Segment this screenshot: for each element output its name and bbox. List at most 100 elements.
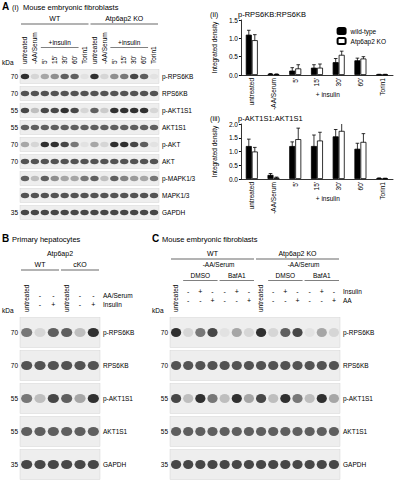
svg-text:70: 70 — [11, 158, 19, 165]
svg-text:WT: WT — [207, 250, 219, 257]
svg-text:55: 55 — [11, 107, 19, 114]
svg-text:35: 35 — [161, 461, 169, 468]
svg-text:untreated: untreated — [63, 284, 70, 312]
svg-text:BafA1: BafA1 — [228, 272, 246, 279]
svg-text:1.0: 1.0 — [229, 148, 238, 155]
svg-text:+ insulin: + insulin — [316, 91, 340, 98]
svg-text:-: - — [333, 288, 336, 295]
svg-text:0.0: 0.0 — [229, 176, 238, 183]
svg-text:RPS6KB: RPS6KB — [103, 362, 129, 369]
svg-text:-: - — [52, 292, 55, 299]
svg-text:70: 70 — [11, 329, 19, 336]
svg-text:+: + — [51, 301, 55, 308]
svg-text:untreated: untreated — [248, 78, 255, 106]
svg-text:5': 5' — [292, 78, 299, 83]
svg-text:p-RPS6KB: p-RPS6KB — [343, 329, 374, 337]
svg-text:(ii): (ii) — [210, 10, 219, 19]
svg-text:-: - — [236, 297, 239, 304]
svg-text:-: - — [248, 288, 251, 295]
svg-text:30': 30' — [61, 56, 68, 64]
svg-text:AKT: AKT — [162, 158, 175, 165]
svg-text:55: 55 — [11, 124, 19, 131]
svg-text:-: - — [308, 288, 311, 295]
svg-text:p-AKT1S1: p-AKT1S1 — [162, 107, 192, 115]
svg-text:wild-type: wild-type — [350, 28, 377, 36]
svg-text:WT: WT — [35, 261, 47, 268]
svg-text:15': 15' — [313, 78, 320, 86]
svg-text:+: + — [210, 297, 214, 304]
svg-text:(iii): (iii) — [210, 114, 220, 123]
svg-text:30': 30' — [130, 56, 137, 64]
svg-text:cKO: cKO — [73, 261, 87, 268]
svg-text:Atp6ap2: Atp6ap2 — [47, 250, 73, 258]
svg-text:Torin1: Torin1 — [150, 46, 157, 64]
svg-text:70: 70 — [11, 141, 19, 148]
svg-text:70: 70 — [11, 73, 19, 80]
svg-text:Integrated density: Integrated density — [211, 21, 219, 73]
svg-text:-: - — [199, 297, 202, 304]
svg-text:(i): (i) — [12, 3, 19, 12]
svg-text:-: - — [308, 297, 311, 304]
svg-text:-: - — [79, 292, 82, 299]
svg-text:60': 60' — [71, 56, 78, 64]
svg-text:WT: WT — [49, 15, 61, 22]
svg-text:untreated: untreated — [172, 284, 179, 312]
svg-text:kDa: kDa — [152, 307, 164, 314]
svg-text:Integrated density: Integrated density — [211, 125, 219, 177]
svg-text:15': 15' — [120, 56, 127, 64]
svg-text:untreated: untreated — [23, 284, 30, 312]
svg-text:-: - — [39, 292, 42, 299]
svg-text:-: - — [187, 288, 190, 295]
svg-text:GAPDH: GAPDH — [103, 461, 126, 468]
svg-text:p-MAPK1/3: p-MAPK1/3 — [162, 175, 196, 183]
svg-text:70: 70 — [161, 329, 169, 336]
svg-text:Torin1: Torin1 — [379, 182, 386, 200]
svg-text:p-AKT: p-AKT — [162, 141, 180, 149]
svg-text:55: 55 — [11, 395, 19, 402]
svg-text:5': 5' — [292, 182, 299, 187]
svg-text:+ insulin: + insulin — [316, 195, 340, 202]
svg-text:Atp6ap2 KO: Atp6ap2 KO — [278, 250, 317, 258]
svg-text:+: + — [283, 288, 287, 295]
svg-text:+: + — [91, 301, 95, 308]
svg-text:5': 5' — [41, 59, 48, 64]
svg-text:-: - — [321, 297, 324, 304]
svg-text:60': 60' — [140, 56, 147, 64]
svg-text:Atp6ap2 KO: Atp6ap2 KO — [105, 15, 144, 23]
svg-text:-: - — [79, 301, 82, 308]
svg-text:15': 15' — [51, 56, 58, 64]
svg-text:p-AKT1S1: p-AKT1S1 — [343, 395, 373, 403]
svg-text:-: - — [272, 297, 275, 304]
svg-text:5': 5' — [111, 59, 118, 64]
svg-text:+insulin: +insulin — [49, 39, 72, 46]
svg-text:p-RPS6KB:RPS6KB: p-RPS6KB:RPS6KB — [238, 10, 306, 19]
svg-text:+: + — [235, 288, 239, 295]
svg-text:-: - — [211, 288, 214, 295]
svg-text:DMSO: DMSO — [191, 272, 211, 279]
svg-text:B: B — [2, 233, 9, 244]
svg-text:MAPK1/3: MAPK1/3 — [162, 192, 190, 199]
svg-text:+: + — [332, 297, 336, 304]
svg-text:-AA/Serum: -AA/Serum — [288, 261, 320, 268]
svg-text:p-RPS6KB: p-RPS6KB — [103, 329, 134, 337]
svg-text:kDa: kDa — [2, 59, 14, 66]
svg-text:+: + — [320, 288, 324, 295]
svg-text:60': 60' — [357, 182, 364, 190]
svg-text:0.5: 0.5 — [229, 162, 238, 169]
svg-text:30': 30' — [335, 78, 342, 86]
svg-text:1.5: 1.5 — [229, 134, 238, 141]
svg-text:kDa: kDa — [2, 307, 14, 314]
svg-text:-: - — [187, 297, 190, 304]
svg-text:35: 35 — [11, 461, 19, 468]
svg-text:AA/Serum: AA/Serum — [103, 292, 133, 299]
svg-text:Atp6ap2 KO: Atp6ap2 KO — [351, 38, 386, 46]
svg-text:AKT1S1: AKT1S1 — [162, 124, 187, 131]
svg-text:-: - — [223, 297, 226, 304]
svg-text:15': 15' — [313, 182, 320, 190]
svg-text:0.0: 0.0 — [229, 72, 238, 79]
svg-text:+: + — [247, 297, 251, 304]
svg-text:55: 55 — [161, 428, 169, 435]
svg-text:-AA/Serum: -AA/Serum — [31, 32, 38, 64]
svg-text:70: 70 — [161, 362, 169, 369]
svg-text:AKT1S1: AKT1S1 — [343, 428, 368, 435]
